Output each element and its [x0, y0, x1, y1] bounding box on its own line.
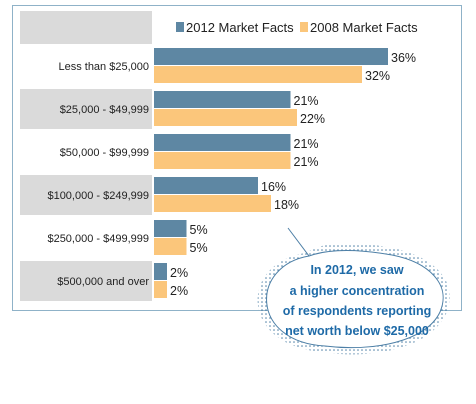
callout-line: net worth below $25,000: [285, 324, 429, 338]
bar-2012: [154, 48, 388, 65]
bar-2012: [154, 220, 187, 237]
legend: 2012 Market Facts 2008 Market Facts: [176, 20, 418, 35]
category-label: $100,000 - $249,999: [47, 190, 149, 202]
bar-2012: [154, 134, 291, 151]
category-band: [20, 261, 152, 301]
callout-text: In 2012, we saw a higher concentration of …: [283, 263, 432, 338]
bar-2012: [154, 263, 167, 280]
callout-line: a higher concentration: [290, 284, 425, 298]
bar-2008: [154, 152, 291, 169]
bar-2008: [154, 281, 167, 298]
category-label: $250,000 - $499,999: [47, 233, 149, 245]
bar-2008: [154, 109, 297, 126]
callout-bubble: [266, 227, 444, 349]
data-label: 16%: [261, 180, 286, 194]
data-label: 21%: [294, 137, 319, 151]
category-label: $25,000 - $49,999: [60, 104, 149, 116]
category-label: $500,000 and over: [57, 276, 149, 288]
bar-2012: [154, 91, 291, 108]
bar-2012: [154, 177, 258, 194]
bar-2008: [154, 195, 271, 212]
bars: 36%32%21%22%21%21%16%18%5%5%2%2%: [154, 48, 416, 298]
category-label: $50,000 - $99,999: [60, 147, 149, 159]
header-band: [20, 11, 152, 44]
data-label: 2%: [170, 284, 188, 298]
category-band: [20, 175, 152, 215]
legend-swatch: [176, 22, 184, 32]
bar-2008: [154, 238, 187, 255]
data-label: 36%: [391, 51, 416, 65]
legend-swatch: [300, 22, 308, 32]
callout-line: of respondents reporting: [283, 304, 432, 318]
data-label: 22%: [300, 112, 325, 126]
category-bands: Less than $25,000 $25,000 - $49,999 $50,00…: [20, 11, 152, 301]
callout-line: In 2012, we saw: [310, 263, 403, 277]
data-label: 18%: [274, 198, 299, 212]
bar-2008: [154, 66, 362, 83]
data-label: 5%: [190, 223, 208, 237]
legend-entry: 2012 Market Facts: [186, 20, 294, 35]
data-label: 2%: [170, 266, 188, 280]
data-label: 5%: [190, 241, 208, 255]
data-label: 21%: [294, 155, 319, 169]
category-band: [20, 89, 152, 129]
category-label: Less than $25,000: [58, 61, 149, 73]
callout: In 2012, we saw a higher concentration of …: [257, 224, 450, 355]
chart-frame: [12, 5, 462, 311]
legend-entry: 2008 Market Facts: [310, 20, 418, 35]
data-label: 32%: [365, 69, 390, 83]
data-label: 21%: [294, 94, 319, 108]
